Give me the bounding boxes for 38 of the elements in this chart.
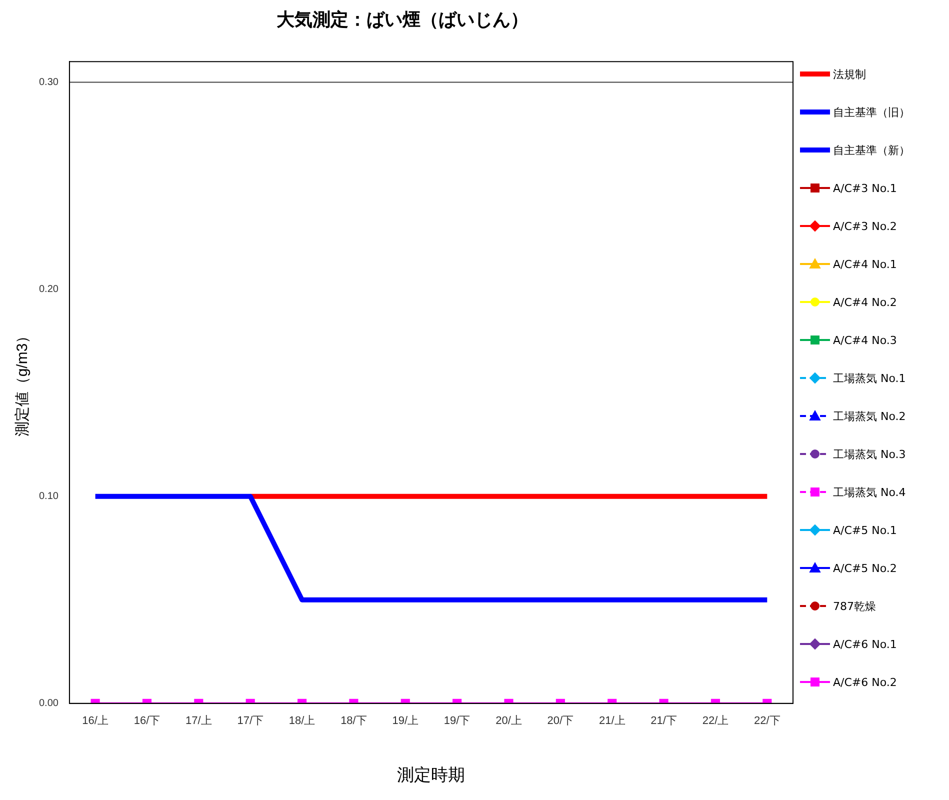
- x-tick-label: 16/下: [134, 715, 160, 728]
- y-tick-label: 0.30: [38, 77, 59, 88]
- x-tick-label: 19/下: [444, 715, 470, 728]
- legend-label: A/C#3 No.1: [833, 182, 897, 194]
- y-tick-label: 0.10: [38, 491, 59, 502]
- x-tick-label: 16/上: [82, 714, 108, 728]
- legend-label: A/C#5 No.2: [833, 562, 897, 574]
- legend-label: A/C#3 No.2: [833, 220, 897, 232]
- x-tick-label: 19/上: [392, 714, 419, 728]
- legend-label: A/C#5 No.1: [833, 524, 897, 536]
- legend-label: A/C#6 No.1: [833, 638, 897, 650]
- x-tick-label: 17/上: [186, 714, 212, 728]
- x-tick-label: 22/下: [754, 715, 780, 728]
- chart-title: 大気測定：ばい煙（ばいじん）: [276, 9, 528, 30]
- legend-label: 自主基準（旧）: [833, 104, 910, 120]
- x-tick-label: 17/下: [237, 715, 264, 728]
- legend-label: A/C#4 No.3: [833, 334, 897, 346]
- legend-label: 自主基準（新）: [833, 142, 910, 158]
- legend-label: 法規制: [833, 66, 866, 82]
- x-tick-label: 18/下: [340, 715, 367, 728]
- legend-label: 工場蒸気 No.2: [833, 408, 906, 424]
- x-tick-label: 21/上: [598, 714, 626, 728]
- legend-label: A/C#6 No.2: [833, 676, 897, 688]
- legend-label: 工場蒸気 No.1: [833, 370, 906, 386]
- x-tick-label: 20/下: [547, 715, 574, 728]
- legend-label: 工場蒸気 No.3: [833, 446, 906, 462]
- y-axis-title: 測定値（g/m3）: [14, 328, 32, 437]
- x-tick-label: 20/上: [496, 714, 522, 728]
- legend-label: 787乾燥: [833, 598, 876, 614]
- x-axis-title: 測定時期: [397, 765, 466, 784]
- legend-label: A/C#4 No.1: [833, 258, 897, 270]
- y-tick-label: 0.00: [38, 698, 59, 710]
- legend-label: A/C#4 No.2: [833, 296, 897, 308]
- legend-label: 工場蒸気 No.4: [833, 484, 906, 500]
- x-tick-label: 18/上: [288, 714, 316, 728]
- y-tick-label: 0.20: [38, 284, 59, 296]
- x-tick-label: 21/下: [650, 715, 677, 728]
- x-tick-label: 22/上: [702, 714, 729, 728]
